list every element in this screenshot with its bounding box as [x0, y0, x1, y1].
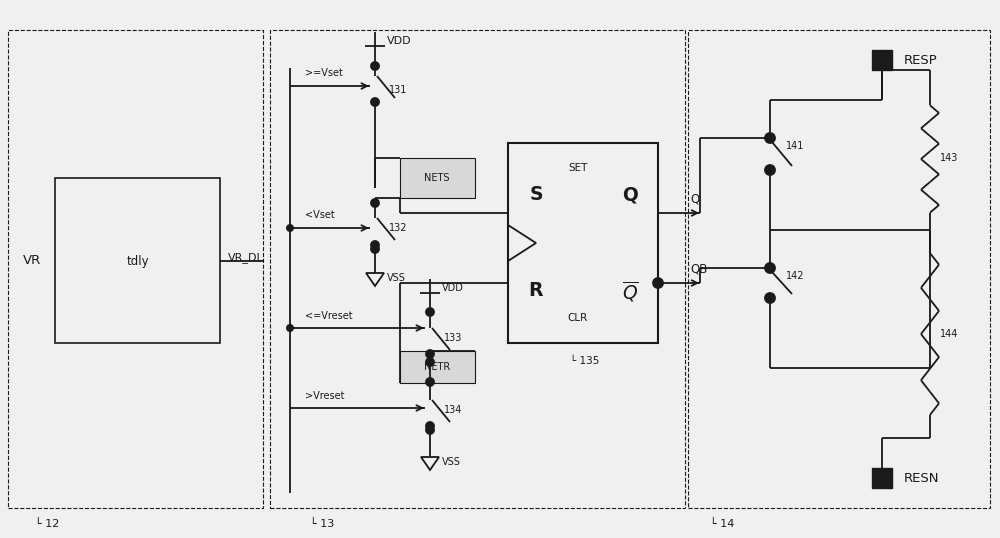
Bar	[508, 143, 658, 343]
Circle shape	[765, 133, 775, 143]
Bar	[8, 30, 263, 508]
Text: S: S	[529, 186, 543, 204]
Text: 132: 132	[389, 223, 408, 233]
Text: >=Vset: >=Vset	[305, 68, 343, 78]
Bar	[270, 30, 685, 508]
Text: 143: 143	[940, 153, 958, 163]
Bar	[55, 178, 220, 343]
Text: >Vreset: >Vreset	[305, 391, 344, 401]
Text: SET: SET	[568, 163, 588, 173]
Text: └ 13: └ 13	[310, 519, 334, 529]
Text: CLR: CLR	[568, 313, 588, 323]
Text: NETS: NETS	[424, 173, 450, 183]
Text: QB: QB	[690, 263, 707, 275]
Circle shape	[765, 165, 775, 175]
Circle shape	[765, 293, 775, 303]
Circle shape	[371, 62, 379, 70]
Text: 144: 144	[940, 329, 958, 339]
Text: Q: Q	[622, 186, 638, 204]
Text: 141: 141	[786, 141, 804, 151]
Text: VR_DL: VR_DL	[228, 252, 264, 264]
Circle shape	[371, 245, 379, 253]
Text: <Vset: <Vset	[305, 210, 335, 220]
Bar	[872, 50, 892, 70]
Circle shape	[426, 378, 434, 386]
Text: VDD: VDD	[387, 36, 412, 46]
Text: 131: 131	[389, 85, 407, 95]
Text: 142: 142	[786, 271, 804, 281]
Text: RESP: RESP	[904, 53, 938, 67]
Text: └ 12: └ 12	[35, 519, 59, 529]
Text: VR: VR	[23, 254, 41, 267]
Text: VSS: VSS	[387, 273, 406, 283]
Circle shape	[426, 308, 434, 316]
Circle shape	[371, 98, 379, 106]
Text: <=Vreset: <=Vreset	[305, 311, 353, 321]
Text: RESN: RESN	[904, 471, 940, 485]
Text: R: R	[529, 281, 543, 301]
Text: $\overline{Q}$: $\overline{Q}$	[622, 279, 638, 303]
Bar	[400, 158, 475, 198]
Bar	[400, 351, 475, 383]
Text: NETR: NETR	[424, 362, 450, 372]
Text: └ 14: └ 14	[710, 519, 734, 529]
Text: 134: 134	[444, 405, 462, 415]
Circle shape	[371, 241, 379, 249]
Circle shape	[426, 422, 434, 430]
Text: VSS: VSS	[442, 457, 461, 467]
Bar	[872, 468, 892, 488]
Circle shape	[426, 350, 434, 358]
Circle shape	[765, 263, 775, 273]
Circle shape	[286, 324, 294, 332]
Text: VDD: VDD	[442, 283, 464, 293]
Text: tdly: tdly	[127, 254, 149, 267]
Text: └ 135: └ 135	[570, 356, 599, 366]
Text: 133: 133	[444, 333, 462, 343]
Circle shape	[426, 358, 434, 366]
Text: Q: Q	[690, 193, 699, 206]
Bar	[688, 30, 990, 508]
Circle shape	[653, 278, 663, 288]
Circle shape	[371, 199, 379, 207]
Circle shape	[286, 224, 294, 232]
Circle shape	[426, 426, 434, 434]
